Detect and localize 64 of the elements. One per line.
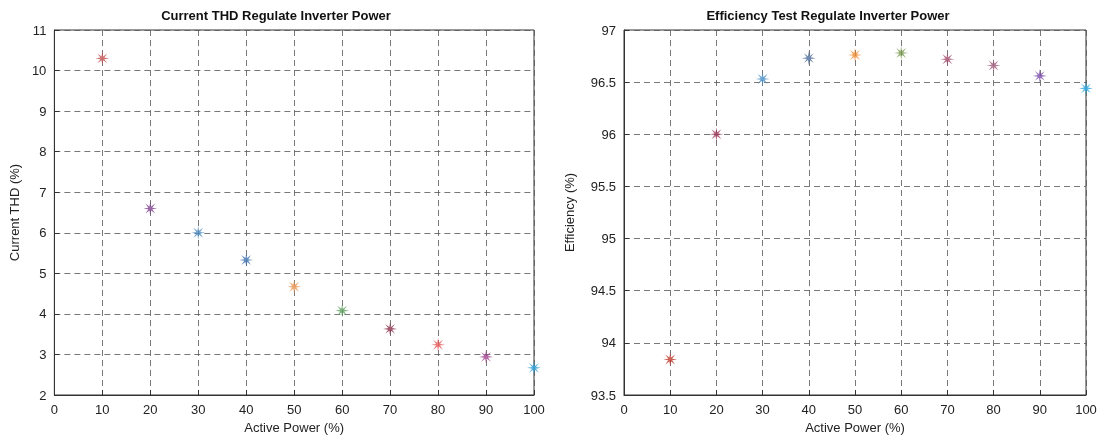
y-tick-label: 5 xyxy=(39,265,47,281)
x-tick-label: 50 xyxy=(286,402,302,417)
point xyxy=(894,45,909,60)
x-tick-label: 70 xyxy=(940,402,955,417)
point xyxy=(940,52,955,67)
x-axis-title: Active Power (%) xyxy=(805,419,905,435)
y-tick-label: 97 xyxy=(601,22,616,38)
y-tick-label: 9 xyxy=(39,103,47,119)
x-tick-label: 90 xyxy=(478,402,494,417)
x-tick-label: 40 xyxy=(801,402,817,417)
x-tick-label: 60 xyxy=(893,402,909,417)
point xyxy=(287,279,302,294)
point xyxy=(479,349,494,364)
x-tick-label: 50 xyxy=(847,402,863,417)
x-tick-label: 100 xyxy=(523,402,545,417)
y-tick-label: 95 xyxy=(601,231,616,247)
chart-title: Current THD Regulate Inverter Power xyxy=(161,8,391,23)
y-tick-label: 94 xyxy=(601,335,616,351)
x-tick-label: 0 xyxy=(620,402,628,417)
point xyxy=(383,321,398,336)
point xyxy=(431,337,446,352)
point xyxy=(527,360,541,375)
x-tick-label: 100 xyxy=(1075,402,1097,417)
y-tick-label: 94.5 xyxy=(590,283,616,299)
y-tick-label: 3 xyxy=(39,346,47,362)
x-tick-label: 10 xyxy=(95,402,110,417)
x-tick-label: 30 xyxy=(755,402,770,417)
point xyxy=(663,352,678,367)
y-tick-label: 2 xyxy=(39,387,47,403)
y-tick-label: 95.5 xyxy=(590,178,616,194)
y-axis-title: Current THD (%) xyxy=(7,163,22,262)
y-tick-label: 96 xyxy=(601,126,616,142)
point xyxy=(335,303,350,318)
x-axis-title: Active Power (%) xyxy=(244,419,345,435)
y-tick-label: 10 xyxy=(31,63,47,79)
y-tick-label: 7 xyxy=(39,184,47,200)
x-tick-label: 60 xyxy=(334,402,350,417)
x-tick-label: 80 xyxy=(986,402,1001,417)
x-tick-label: 20 xyxy=(709,402,724,417)
y-tick-label: 6 xyxy=(39,225,47,241)
point xyxy=(986,58,1001,73)
point xyxy=(1032,68,1047,83)
x-tick-label: 30 xyxy=(191,402,206,417)
point xyxy=(95,51,110,66)
y-tick-label: 93.5 xyxy=(590,387,616,403)
point xyxy=(143,201,158,216)
y-tick-label: 96.5 xyxy=(590,74,616,90)
x-tick-label: 20 xyxy=(143,402,158,417)
x-tick-label: 70 xyxy=(382,402,398,417)
point xyxy=(709,127,724,142)
y-axis-title: Efficiency (%) xyxy=(562,172,577,253)
point xyxy=(848,48,862,63)
point xyxy=(239,252,254,267)
y-tick-label: 8 xyxy=(39,144,47,160)
x-tick-label: 10 xyxy=(662,402,678,417)
y-tick-label: 11 xyxy=(32,22,47,38)
x-tick-label: 80 xyxy=(430,402,446,417)
x-tick-label: 90 xyxy=(1032,402,1048,417)
point xyxy=(801,51,816,66)
point xyxy=(191,225,206,240)
y-tick-label: 4 xyxy=(39,306,47,322)
x-tick-label: 0 xyxy=(50,402,58,417)
chart-title: Efficiency Test Regulate Inverter Power xyxy=(706,8,950,23)
x-tick-label: 40 xyxy=(238,402,254,417)
